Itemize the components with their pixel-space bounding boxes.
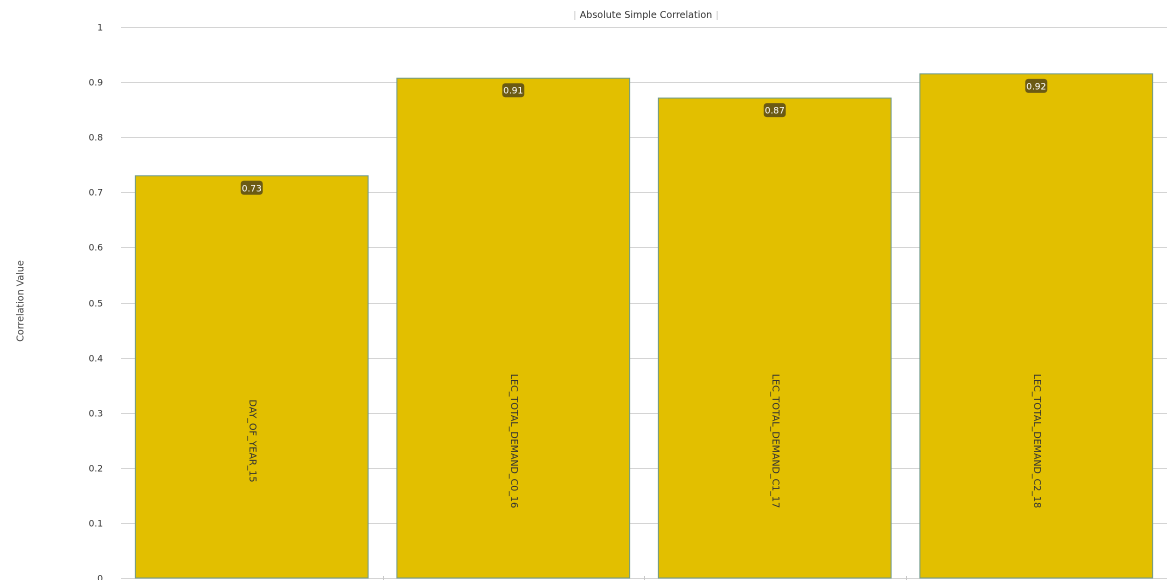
value-label-badge	[763, 103, 786, 118]
y-tick-label: 0.2	[89, 465, 103, 475]
value-label-badge	[1025, 78, 1048, 93]
value-label-badge	[240, 180, 263, 195]
value-label: 0.91	[503, 87, 523, 97]
bar[interactable]	[919, 73, 1154, 579]
y-tick-label: 0.4	[89, 355, 104, 365]
y-axis-label: Correlation Value	[16, 260, 27, 342]
y-tick-label: 0.6	[89, 244, 104, 254]
category-label: LEC_TOTAL_DEMAND_C0_16	[508, 374, 519, 508]
y-tick-label: 0.5	[89, 300, 103, 310]
bar[interactable]	[657, 97, 892, 579]
bars: 0.73 DAY_OF_YEAR_15 0.91 LEC_TOTAL_DEMAND_C…	[134, 73, 1154, 579]
y-tick-label: 0.1	[89, 520, 103, 530]
chart-title-background	[569, 8, 723, 22]
y-axis-label-text: Correlation Value	[16, 260, 27, 342]
y-tick-label: 0.7	[89, 189, 103, 199]
chart-title: Absolute Simple Correlation	[569, 8, 723, 22]
y-axis-ticks: 0 0.1 0.2 0.3 0.4 0.5 0.6 0.7 0.8 0.9 1	[89, 24, 104, 580]
value-label-badge	[502, 83, 525, 98]
y-tick-label: 0.8	[89, 134, 104, 144]
y-tick-label: 0.3	[89, 410, 103, 420]
category-label: LEC_TOTAL_DEMAND_C1_17	[769, 374, 780, 508]
category-label: LEC_TOTAL_DEMAND_C2_18	[1031, 374, 1042, 508]
value-label: 0.73	[242, 184, 262, 194]
value-label: 0.87	[765, 107, 785, 117]
y-tick-label: 0	[97, 575, 103, 580]
y-tick-label: 0.9	[89, 79, 104, 89]
chart-title-text: Absolute Simple Correlation	[580, 10, 712, 21]
y-tick-label: 1	[97, 24, 103, 34]
category-label: DAY_OF_YEAR_15	[246, 400, 257, 483]
bar[interactable]	[134, 175, 369, 579]
bar[interactable]	[396, 77, 631, 579]
value-label: 0.92	[1026, 82, 1046, 92]
